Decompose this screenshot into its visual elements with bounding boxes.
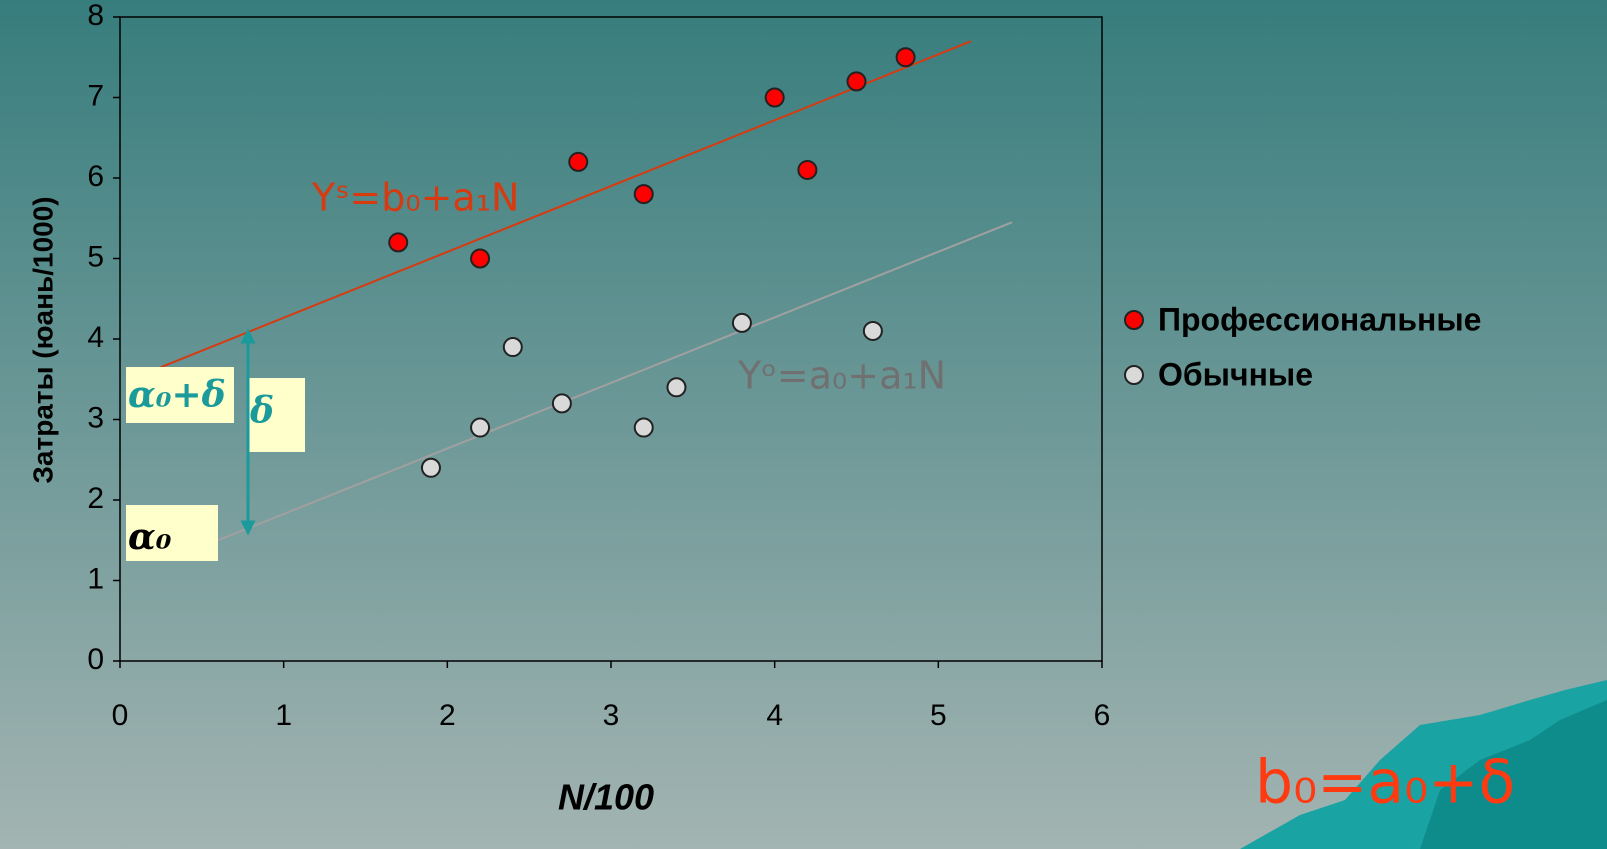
legend-label: Профессиональные <box>1158 301 1481 337</box>
trend-line <box>217 221 1013 542</box>
point <box>502 337 523 358</box>
point <box>551 393 572 414</box>
x-tick-label: 5 <box>930 699 947 732</box>
point <box>633 417 654 438</box>
point <box>862 320 883 341</box>
point <box>731 312 752 333</box>
legend-label: Обычные <box>1158 356 1313 392</box>
point <box>388 232 409 253</box>
annotation: α₀ <box>128 516 172 558</box>
formula: b₀=a₀+δ <box>1255 748 1515 818</box>
point <box>846 71 867 92</box>
x-tick-label: 2 <box>439 699 456 732</box>
annotation-box <box>126 505 218 561</box>
point <box>764 87 785 108</box>
y-tick-label: 7 <box>87 79 104 112</box>
point <box>470 417 491 438</box>
point <box>895 47 916 68</box>
annotation: Yˢ=b₀+a₁N <box>311 176 519 220</box>
point <box>633 184 654 205</box>
annotation: Yᵒ=a₀+a₁N <box>737 354 946 398</box>
trend-line <box>160 40 972 369</box>
x-tick-label: 1 <box>275 699 292 732</box>
x-tick-label: 6 <box>1094 699 1111 732</box>
decoration <box>1420 700 1607 849</box>
x-axis-label: N/100 <box>558 777 654 818</box>
y-tick-label: 6 <box>87 160 104 193</box>
x-tick-label: 4 <box>766 699 783 732</box>
point <box>797 159 818 180</box>
y-tick-label: 1 <box>87 562 104 595</box>
y-axis-label: Затраты (юань/1000) <box>27 196 58 483</box>
y-tick-label: 0 <box>87 643 104 676</box>
annotation-box <box>126 367 234 423</box>
point <box>666 377 687 398</box>
legend-marker <box>1124 310 1144 330</box>
y-tick-label: 5 <box>87 240 104 273</box>
x-tick-label: 3 <box>603 699 620 732</box>
annotation-box <box>248 378 305 452</box>
y-tick-label: 2 <box>87 482 104 515</box>
plot-area: 0 1 2 3 4 5 6 7 8 0 1 2 3 4 5 6 <box>87 0 1110 732</box>
point <box>470 248 491 269</box>
y-tick-label: 3 <box>87 401 104 434</box>
point <box>420 457 441 478</box>
y-tick-label: 8 <box>87 0 104 32</box>
legend-marker <box>1124 365 1144 385</box>
annotation: α₀+δ <box>128 374 226 416</box>
annotation: δ <box>249 390 274 432</box>
x-tick-label: 0 <box>112 699 129 732</box>
point <box>568 151 589 172</box>
y-tick-label: 4 <box>87 321 104 354</box>
